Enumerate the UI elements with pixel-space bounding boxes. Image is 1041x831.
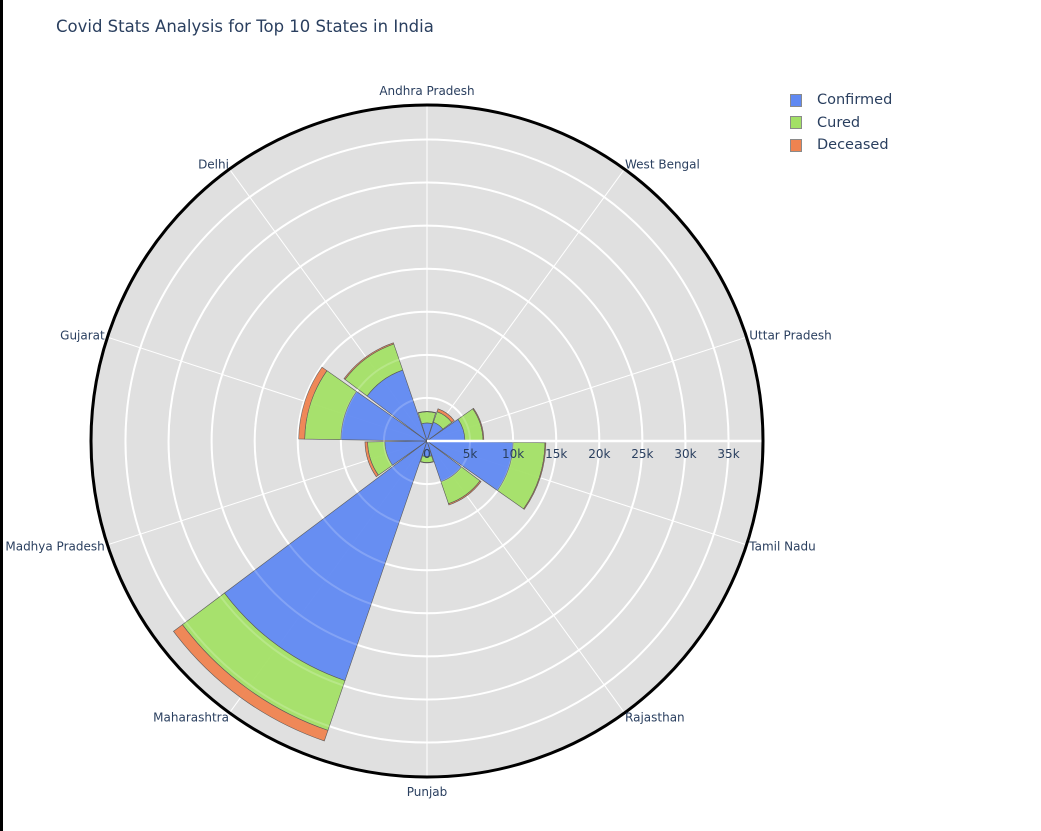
legend-label: Confirmed: [817, 92, 893, 109]
angular-label-andhra-pradesh: Andhra Pradesh: [379, 84, 474, 98]
bar-deceased-west-bengal[interactable]: [436, 408, 455, 423]
radial-tick-label: 35k: [717, 447, 739, 461]
legend-swatch-cured: [790, 116, 802, 130]
legend-label: Cured: [817, 114, 861, 131]
bar-deceased-punjab[interactable]: [420, 461, 434, 464]
bar-cured-andhra-pradesh[interactable]: [418, 411, 436, 425]
angular-label-rajasthan: Rajasthan: [625, 711, 685, 725]
angular-label-delhi: Delhi: [198, 157, 229, 171]
angular-label-uttar-pradesh: Uttar Pradesh: [749, 328, 831, 342]
bar-deceased-andhra-pradesh[interactable]: [417, 410, 437, 414]
polar-grid: [107, 105, 747, 777]
radial-tick-label: 25k: [631, 447, 653, 461]
angular-label-madhya-pradesh: Madhya Pradesh: [5, 540, 104, 554]
radial-tick-label: 15k: [545, 447, 567, 461]
angular-axis-labels: Andhra Pradesh West Bengal Uttar Pradesh Ta…: [5, 84, 831, 799]
left-edge-strip: [0, 0, 3, 831]
angular-label-tamil-nadu: Tamil Nadu: [748, 540, 815, 554]
radial-tick-label: 20k: [588, 447, 610, 461]
angular-label-gujarat: Gujarat: [60, 328, 105, 342]
bar-deceased-madhya-pradesh[interactable]: [364, 441, 379, 478]
legend-item-cured[interactable]: Cured: [790, 112, 892, 135]
radial-tick-label: 5k: [463, 447, 478, 461]
legend: Confirmed Cured Deceased: [790, 89, 892, 157]
angular-label-maharashtra: Maharashtra: [153, 711, 229, 725]
legend-item-deceased[interactable]: Deceased: [790, 134, 892, 157]
legend-swatch-deceased: [790, 138, 802, 152]
angular-label-west-bengal: West Bengal: [625, 157, 700, 171]
bar-deceased-delhi[interactable]: [343, 342, 395, 380]
bar-deceased-maharashtra[interactable]: [173, 624, 329, 742]
bar-traces[interactable]: [124, 138, 730, 744]
bar-deceased-tamil-nadu[interactable]: [523, 442, 547, 510]
radial-tick-label: 0: [423, 447, 431, 461]
legend-swatch-confirmed: [790, 93, 802, 107]
radial-tick-label: 30k: [674, 447, 696, 461]
bar-deceased-gujarat[interactable]: [298, 366, 328, 440]
radial-axis: 0 5k 10k 15k 20k 25k 30k 35k: [89, 103, 765, 779]
bar-deceased-rajasthan[interactable]: [448, 480, 482, 506]
radial-tick-label: 10k: [502, 447, 524, 461]
angular-label-punjab: Punjab: [407, 785, 448, 799]
legend-label: Deceased: [817, 137, 889, 154]
legend-item-confirmed[interactable]: Confirmed: [790, 89, 892, 112]
chart-title: Covid Stats Analysis for Top 10 States i…: [56, 17, 434, 36]
